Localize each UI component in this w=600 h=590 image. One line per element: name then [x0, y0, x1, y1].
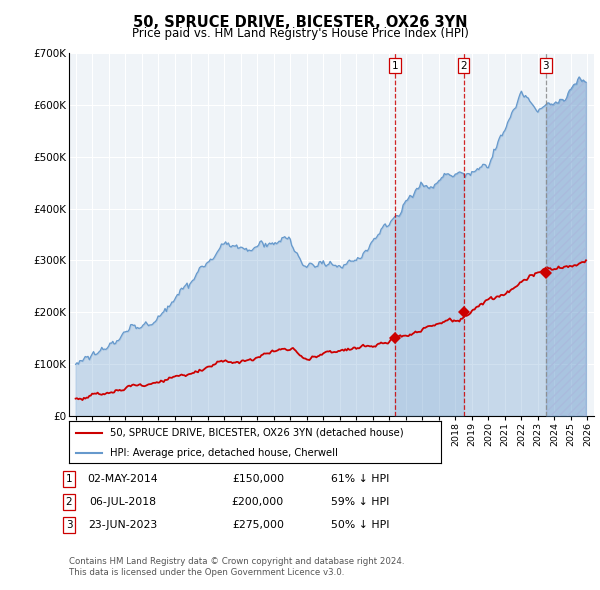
Text: 06-JUL-2018: 06-JUL-2018 — [89, 497, 157, 507]
Text: This data is licensed under the Open Government Licence v3.0.: This data is licensed under the Open Gov… — [69, 568, 344, 577]
Text: 2: 2 — [65, 497, 73, 507]
Text: £275,000: £275,000 — [232, 520, 284, 530]
Text: 50, SPRUCE DRIVE, BICESTER, OX26 3YN: 50, SPRUCE DRIVE, BICESTER, OX26 3YN — [133, 15, 467, 30]
Text: 50% ↓ HPI: 50% ↓ HPI — [331, 520, 389, 530]
Text: HPI: Average price, detached house, Cherwell: HPI: Average price, detached house, Cher… — [110, 448, 338, 457]
Text: £150,000: £150,000 — [232, 474, 284, 484]
Text: 02-MAY-2014: 02-MAY-2014 — [88, 474, 158, 484]
Text: 1: 1 — [391, 61, 398, 71]
Text: 50, SPRUCE DRIVE, BICESTER, OX26 3YN (detached house): 50, SPRUCE DRIVE, BICESTER, OX26 3YN (de… — [110, 428, 404, 438]
Text: £200,000: £200,000 — [232, 497, 284, 507]
Text: 1: 1 — [65, 474, 73, 484]
Text: Contains HM Land Registry data © Crown copyright and database right 2024.: Contains HM Land Registry data © Crown c… — [69, 558, 404, 566]
Text: 2: 2 — [460, 61, 467, 71]
Text: 59% ↓ HPI: 59% ↓ HPI — [331, 497, 389, 507]
Text: 61% ↓ HPI: 61% ↓ HPI — [331, 474, 389, 484]
Text: 23-JUN-2023: 23-JUN-2023 — [88, 520, 158, 530]
Text: 3: 3 — [65, 520, 73, 530]
Text: Price paid vs. HM Land Registry's House Price Index (HPI): Price paid vs. HM Land Registry's House … — [131, 27, 469, 40]
Text: 3: 3 — [542, 61, 549, 71]
